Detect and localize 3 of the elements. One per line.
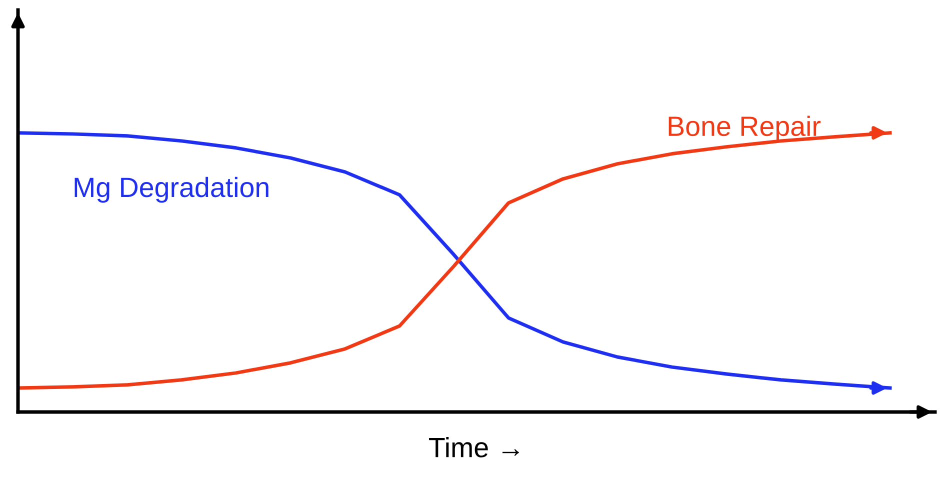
series-label: Mg Degradation (74, 176, 268, 203)
x-axis-title: Time → (429, 437, 519, 458)
legend-label: Bone Repair (668, 116, 821, 142)
